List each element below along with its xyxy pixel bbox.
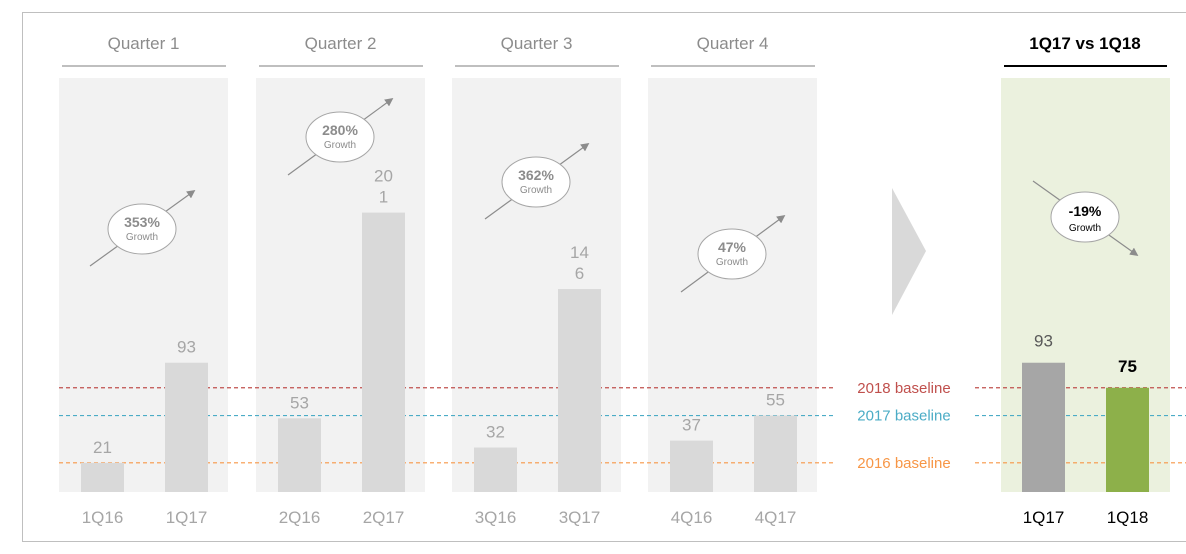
growth-caption-2: Growth (324, 140, 356, 151)
growth-caption-4: Growth (716, 257, 748, 268)
baseline-label-3: 2016 baseline (857, 455, 950, 472)
bar-1Q16 (81, 462, 124, 492)
baseline-label-2: 2017 baseline (857, 408, 950, 425)
x-label-1Q16: 1Q16 (82, 508, 124, 527)
bar-4Q16 (670, 440, 713, 492)
growth-percent-1: 353% (124, 214, 160, 230)
decline-percent: -19% (1069, 203, 1102, 219)
baseline-label-1: 2018 baseline (857, 380, 950, 397)
x-label-2Q16: 2Q16 (279, 508, 321, 527)
chevron-separator (892, 188, 926, 315)
value-label-1Q17: 93 (177, 338, 196, 357)
growth-caption-1: Growth (126, 232, 158, 243)
x-label-4Q16: 4Q16 (671, 508, 713, 527)
comparison-x-label-1Q18: 1Q18 (1107, 508, 1149, 527)
growth-bubble-2 (305, 111, 375, 163)
growth-bubble-1 (107, 203, 177, 255)
quarter-title-3: Quarter 3 (501, 34, 573, 53)
growth-caption-3: Growth (520, 185, 552, 196)
comparison-x-label-1Q17: 1Q17 (1023, 508, 1065, 527)
growth-percent-4: 47% (718, 239, 747, 255)
decline-bubble (1050, 191, 1120, 243)
growth-percent-2: 280% (322, 122, 358, 138)
bar-3Q16 (474, 447, 517, 492)
x-label-3Q16: 3Q16 (475, 508, 517, 527)
growth-bubble-4 (697, 228, 767, 280)
bar-2Q17 (362, 212, 405, 493)
growth-bubble-3 (501, 156, 571, 208)
value-label-2Q16: 53 (290, 393, 309, 412)
value-label-2Q17-line-1: 20 (374, 167, 393, 186)
bar-3Q17 (558, 289, 601, 492)
value-label-3Q16: 32 (486, 423, 505, 442)
quarter-title-4: Quarter 4 (697, 34, 769, 53)
x-label-2Q17: 2Q17 (363, 508, 405, 527)
growth-percent-3: 362% (518, 167, 554, 183)
comparison-bar-1Q18 (1106, 387, 1149, 492)
bar-4Q17 (754, 415, 797, 492)
quarter-title-2: Quarter 2 (305, 34, 377, 53)
comparison-value-1Q17: 93 (1034, 332, 1053, 351)
x-label-4Q17: 4Q17 (755, 508, 797, 527)
value-label-2Q17-line-2: 1 (379, 188, 388, 207)
comparison-value-1Q18: 75 (1118, 357, 1137, 376)
value-label-1Q16: 21 (93, 438, 112, 457)
chart-frame (22, 12, 1186, 542)
value-label-4Q17: 55 (766, 391, 785, 410)
value-label-4Q16: 37 (682, 416, 701, 435)
quarter-title-1: Quarter 1 (108, 34, 180, 53)
x-label-1Q17: 1Q17 (166, 508, 208, 527)
bar-1Q17 (165, 362, 208, 492)
x-label-3Q17: 3Q17 (559, 508, 601, 527)
value-label-3Q17-line-2: 6 (575, 264, 584, 283)
value-label-3Q17-line-1: 14 (570, 243, 589, 262)
comparison-title: 1Q17 vs 1Q18 (1029, 34, 1141, 53)
decline-caption: Growth (1069, 223, 1101, 234)
comparison-bar-1Q17 (1022, 362, 1065, 492)
bar-2Q16 (278, 418, 321, 492)
